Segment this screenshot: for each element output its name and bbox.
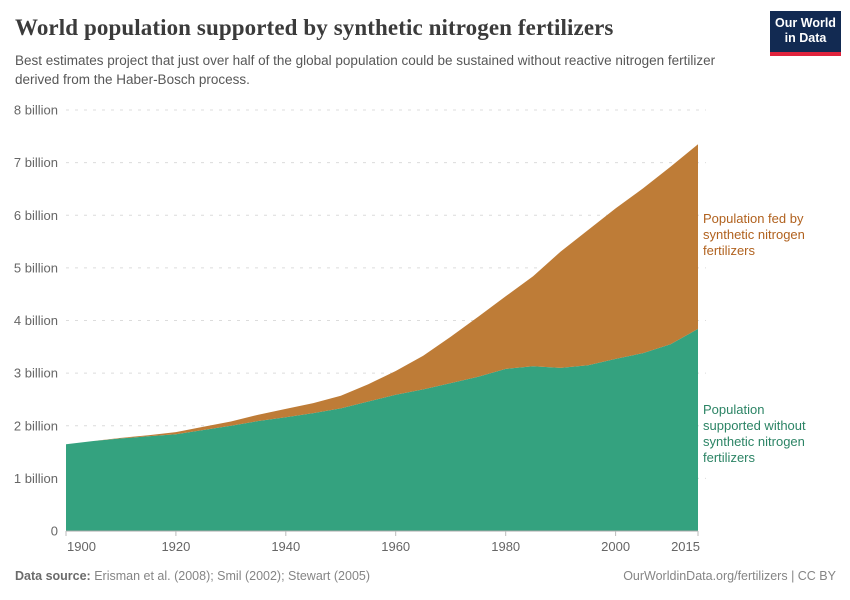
chart-plot-area: 0 1 billion 2 billion 3 billion 4 billion 5 b… — [0, 95, 850, 565]
y-axis-tick-label: 8 billion — [14, 103, 58, 118]
x-axis-tick-label: 2000 — [601, 539, 630, 554]
y-axis-tick-label: 5 billion — [14, 260, 58, 275]
data-source-label: Data source: — [15, 569, 91, 583]
chart-footer: Data source: Erisman et al. (2008); Smil… — [0, 569, 850, 583]
y-axis-tick-label: 7 billion — [14, 155, 58, 170]
data-source: Data source: Erisman et al. (2008); Smil… — [15, 569, 370, 583]
area-population-fed-by-fertilizers — [66, 144, 698, 445]
owid-logo: Our World in Data — [770, 11, 841, 56]
y-axis-tick-label: 6 billion — [14, 208, 58, 223]
x-axis-tick-label: 1940 — [271, 539, 300, 554]
data-source-text: Erisman et al. (2008); Smil (2002); Stew… — [90, 569, 371, 583]
y-axis-tick-label: 0 — [51, 524, 58, 539]
y-axis-tick-label: 3 billion — [14, 366, 58, 381]
x-axis-tick-label: 1900 — [67, 539, 96, 554]
series-label-fed-by-fertilizers: Population fed by synthetic nitrogen fer… — [703, 211, 805, 258]
page-title: World population supported by synthetic … — [15, 15, 614, 40]
x-axis-tick-label: 2015 — [671, 539, 700, 554]
footer-citation-link[interactable]: OurWorldinData.org/fertilizers | CC BY — [623, 569, 836, 583]
y-axis-tick-label: 2 billion — [14, 418, 58, 433]
y-axis-tick-label: 4 billion — [14, 313, 58, 328]
owid-logo-line1: Our World — [775, 16, 836, 30]
x-axis-tick-label: 1960 — [381, 539, 410, 554]
x-axis-tick-label: 1980 — [491, 539, 520, 554]
x-axis-tick-label: 1920 — [161, 539, 190, 554]
chart-canvas: 0 1 billion 2 billion 3 billion 4 billion 5 b… — [14, 103, 706, 554]
owid-logo-line2: in Data — [784, 31, 827, 45]
y-axis-tick-label: 1 billion — [14, 471, 58, 486]
series-label-without-fertilizers: Population supported without synthetic n… — [703, 402, 806, 465]
chart-subtitle: Best estimates project that just over ha… — [15, 53, 716, 87]
area-population-without-fertilizers — [66, 328, 698, 531]
